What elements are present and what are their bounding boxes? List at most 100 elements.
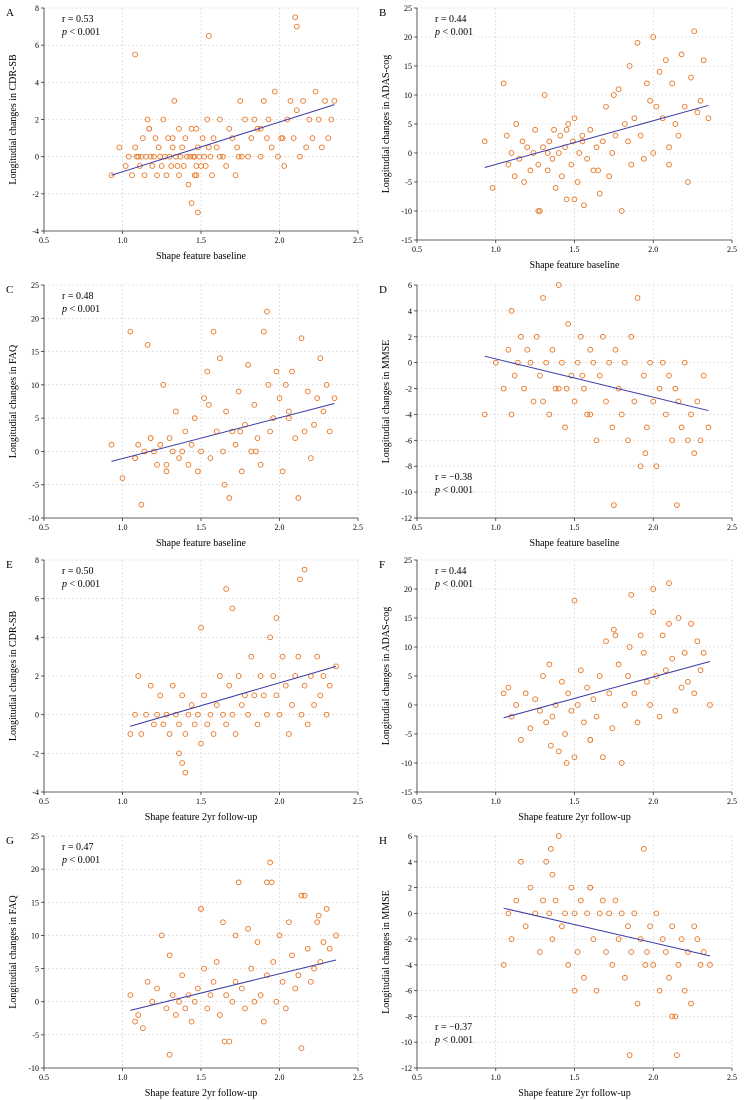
data-point [238, 468, 245, 475]
x-tick-label: 2.5 [353, 523, 363, 532]
y-tick-label: 6 [408, 832, 412, 841]
data-point [179, 760, 186, 766]
data-point [279, 978, 286, 985]
data-point [606, 173, 613, 180]
data-point [303, 144, 310, 151]
data-point [242, 1005, 248, 1012]
data-point [326, 945, 333, 952]
y-tick-label: 25 [31, 281, 39, 290]
data-point [229, 998, 236, 1005]
data-point [282, 382, 289, 388]
data-point [190, 153, 197, 160]
data-point [615, 86, 622, 93]
data-point [195, 468, 201, 475]
data-point [295, 495, 302, 501]
data-point [574, 702, 581, 708]
data-point [634, 39, 641, 46]
data-point [678, 424, 685, 431]
y-tick-label: 6 [35, 41, 39, 50]
data-point [119, 475, 126, 481]
data-point [618, 760, 625, 766]
data-point [276, 395, 283, 402]
data-point [232, 932, 239, 939]
data-point [201, 395, 207, 402]
data-point [242, 116, 248, 123]
data-point [273, 692, 280, 699]
data-point [282, 1005, 289, 1012]
data-point [195, 209, 201, 216]
y-tick-label: -2 [32, 749, 39, 758]
data-point [188, 1018, 195, 1025]
data-point [151, 721, 157, 728]
data-point [245, 711, 251, 718]
data-point [325, 135, 332, 141]
data-point [320, 939, 327, 945]
data-point [122, 163, 129, 169]
data-point [675, 132, 682, 139]
data-point [584, 910, 590, 917]
data-point [694, 936, 701, 942]
y-tick-label: 10 [404, 643, 412, 652]
data-point [260, 1018, 267, 1025]
data-point [149, 998, 156, 1005]
data-point [625, 138, 631, 145]
data-point [631, 398, 638, 405]
data-point [185, 461, 192, 468]
x-tick-label: 1.0 [491, 1073, 501, 1082]
data-point [688, 1000, 694, 1007]
data-point [609, 424, 616, 431]
data-point [656, 987, 663, 994]
data-point [179, 144, 186, 151]
data-point [237, 98, 244, 104]
data-point [158, 163, 165, 169]
x-tick-label: 1.0 [491, 797, 501, 806]
y-tick-label: -4 [405, 410, 412, 419]
data-point [618, 910, 625, 917]
y-tick-label: 0 [408, 359, 412, 368]
data-point [289, 368, 295, 375]
data-point [311, 702, 317, 708]
data-point [204, 368, 211, 375]
x-tick-label: 0.5 [39, 797, 49, 806]
data-point [216, 355, 223, 362]
data-point [298, 335, 305, 342]
x-tick-label: 1.0 [491, 245, 501, 254]
data-point [563, 385, 570, 392]
data-point [650, 586, 657, 592]
data-point [563, 196, 570, 203]
p-threshold: < 0.001 [440, 485, 473, 496]
data-point [257, 992, 264, 998]
data-point [279, 468, 286, 475]
panel-g: 0.5 1.0 1.5 2.0 2.5 -10 -5 0 5 10 15 20 25 G Shape fea… [6, 832, 363, 1099]
data-point [279, 135, 286, 141]
data-point [158, 932, 165, 939]
data-point [176, 125, 182, 132]
data-point [650, 609, 657, 616]
data-point [207, 711, 214, 718]
data-point [631, 910, 638, 917]
y-axis-label: Longitudial changes in ADAS-cog [381, 55, 392, 194]
data-point [206, 144, 212, 151]
data-point [674, 502, 680, 508]
data-point [612, 132, 619, 139]
data-point [132, 711, 138, 718]
data-point [666, 161, 672, 168]
data-point [675, 962, 682, 968]
data-point [672, 707, 679, 714]
data-point [631, 690, 638, 697]
data-point [315, 116, 322, 123]
data-point [191, 415, 198, 421]
panel-label: E [6, 559, 13, 571]
data-point [644, 678, 650, 685]
data-point [300, 98, 306, 104]
x-axis-label: Shape feature baseline [530, 260, 621, 271]
data-point [688, 74, 694, 81]
data-point [193, 125, 200, 132]
data-point [571, 398, 578, 405]
data-point [198, 448, 204, 455]
data-point [549, 936, 556, 942]
data-point [254, 939, 261, 945]
data-point [216, 1012, 223, 1018]
x-tick-label: 1.0 [118, 523, 128, 532]
data-point [541, 92, 548, 98]
